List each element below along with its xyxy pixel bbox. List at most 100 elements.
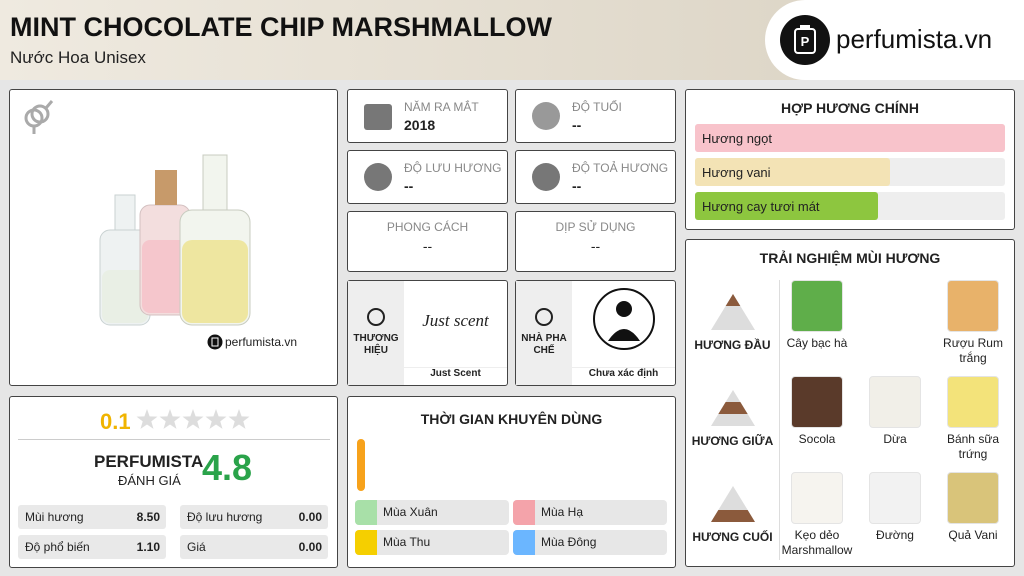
pyramid-icon bbox=[711, 294, 755, 330]
info-label: PHONG CÁCH bbox=[386, 220, 469, 234]
info-card: DỊP SỬ DỤNG -- bbox=[515, 211, 676, 272]
sidebar bbox=[516, 281, 572, 385]
logo-box: P bbox=[765, 0, 1024, 80]
unisex-icon bbox=[24, 100, 54, 134]
note-label: Kẹo dẻo Marshmallow bbox=[781, 528, 853, 557]
stat-cell: Giá 0.00 bbox=[180, 535, 328, 559]
tier-label: HƯƠNG ĐẦU bbox=[694, 338, 771, 352]
note-image bbox=[947, 376, 999, 428]
star bbox=[182, 409, 204, 429]
watermark-icon bbox=[207, 334, 223, 350]
info-value: -- bbox=[590, 238, 601, 254]
info-value: -- bbox=[404, 178, 414, 194]
sidebar bbox=[348, 281, 404, 385]
note-label: Bánh sữa trứng bbox=[946, 432, 1000, 461]
info-card: PHONG CÁCH -- bbox=[347, 211, 508, 272]
watermark: perfumista.vn bbox=[225, 335, 298, 349]
notes-title: TRẢI NGHIỆM MÙI HƯƠNG bbox=[759, 250, 941, 266]
user-score: 0.1 bbox=[100, 409, 131, 434]
season-cell: Mùa Thu bbox=[355, 530, 509, 555]
season-title: THỜI GIAN KHUYÊN DÙNG bbox=[420, 411, 603, 427]
score: 4.8 bbox=[202, 447, 253, 488]
accord-label: Hương vani bbox=[702, 165, 771, 180]
accord-label: Hương ngọt bbox=[702, 131, 772, 146]
info-label: ĐỘ LƯU HƯƠNG bbox=[404, 161, 502, 175]
brand-logo: Just scent bbox=[422, 311, 489, 330]
info-label: ĐỘ TOẢ HƯƠNG bbox=[572, 161, 669, 175]
info-icon bbox=[532, 102, 560, 130]
note-label: Rượu Rum trắng bbox=[943, 336, 1003, 365]
pyramid-icon bbox=[711, 486, 755, 522]
info-card: ĐỘ TOẢ HƯƠNG -- bbox=[515, 150, 676, 204]
stat-value: 1.10 bbox=[136, 540, 160, 554]
card-name: Chưa xác định bbox=[572, 367, 675, 379]
stat-cell: Mùi hương 8.50 bbox=[18, 505, 166, 529]
star bbox=[136, 409, 158, 429]
stat-label: Mùi hương bbox=[25, 510, 84, 524]
accord-bar bbox=[695, 192, 878, 220]
stat-value: 0.00 bbox=[298, 540, 322, 554]
divider bbox=[18, 439, 330, 440]
season-cell: Mùa Xuân bbox=[355, 500, 509, 525]
season-cell: Mùa Hạ bbox=[513, 500, 667, 525]
star bbox=[159, 409, 181, 429]
notes-panel: TRẢI NGHIỆM MÙI HƯƠNG HƯƠNG ĐẦU Cây bạc h… bbox=[685, 239, 1015, 567]
title: MINT CHOCOLATE CHIP MARSHMALLOW bbox=[10, 12, 552, 42]
season-label: Mùa Đông bbox=[541, 535, 597, 549]
bottles-image bbox=[99, 154, 251, 326]
info-value: -- bbox=[572, 117, 582, 133]
info-icon bbox=[532, 163, 560, 191]
star bbox=[228, 409, 250, 429]
info-label: ĐỘ TUỔI bbox=[572, 100, 622, 114]
note-image bbox=[791, 472, 843, 524]
note-image bbox=[869, 472, 921, 524]
stat-cell: Độ lưu hương 0.00 bbox=[180, 505, 328, 529]
season-cell: Mùa Đông bbox=[513, 530, 667, 555]
season-icon bbox=[355, 500, 377, 525]
pyramid-icon bbox=[711, 390, 755, 426]
card-name: Just Scent bbox=[404, 367, 507, 379]
info-icon bbox=[364, 163, 392, 191]
accords-title: HỢP HƯƠNG CHÍNH bbox=[781, 100, 919, 116]
note-label: Đường bbox=[876, 528, 914, 542]
rating-panel: 0.1 PERFUMISTA ĐÁNH GIÁ 4.8 bbox=[9, 396, 338, 568]
star bbox=[205, 409, 227, 429]
logo-icon: P bbox=[780, 15, 830, 65]
brand-label: PERFUMISTA bbox=[94, 452, 204, 471]
perfumer-image bbox=[593, 288, 655, 350]
stat-value: 0.00 bbox=[298, 510, 322, 524]
accord-bar bbox=[695, 158, 891, 186]
note-image bbox=[947, 280, 999, 332]
tier-label: HƯƠNG CUỐI bbox=[692, 530, 773, 544]
note-image bbox=[791, 376, 843, 428]
info-card: ĐỘ TUỔI -- bbox=[515, 89, 676, 143]
info-card: ĐỘ LƯU HƯƠNG -- bbox=[347, 150, 508, 204]
season-icon bbox=[355, 530, 377, 555]
season-indicator bbox=[357, 439, 365, 491]
info-card: NĂM RA MẮT 2018 bbox=[347, 89, 508, 143]
brand-card: THƯƠNG HIỆU Just scent Just Scent bbox=[347, 280, 508, 386]
season-label: Mùa Thu bbox=[383, 535, 431, 549]
note-label: Quả Vani bbox=[948, 528, 998, 542]
season-icon bbox=[513, 500, 535, 525]
season-icon bbox=[513, 530, 535, 555]
stat-label: Độ phổ biến bbox=[25, 540, 90, 554]
note-image bbox=[791, 280, 843, 332]
card-label: NHÀ PHA CHẾ bbox=[521, 333, 567, 356]
info-icon bbox=[364, 104, 392, 130]
info-label: NĂM RA MẮT bbox=[404, 100, 479, 114]
note-label: Socola bbox=[798, 432, 836, 446]
info-value: -- bbox=[572, 178, 582, 194]
stat-label: Độ lưu hương bbox=[187, 510, 263, 524]
card-icon bbox=[367, 308, 385, 326]
note-label: Cây bạc hà bbox=[786, 336, 848, 350]
stars bbox=[136, 409, 250, 429]
accord-bar bbox=[695, 124, 1005, 152]
note-image bbox=[869, 376, 921, 428]
info-value: 2018 bbox=[404, 117, 436, 133]
stat-cell: Độ phổ biến 1.10 bbox=[18, 535, 166, 559]
note-label: Dừa bbox=[883, 432, 907, 446]
svg-text:P: P bbox=[801, 34, 810, 49]
accord-label: Hương cay tươi mát bbox=[702, 199, 820, 214]
